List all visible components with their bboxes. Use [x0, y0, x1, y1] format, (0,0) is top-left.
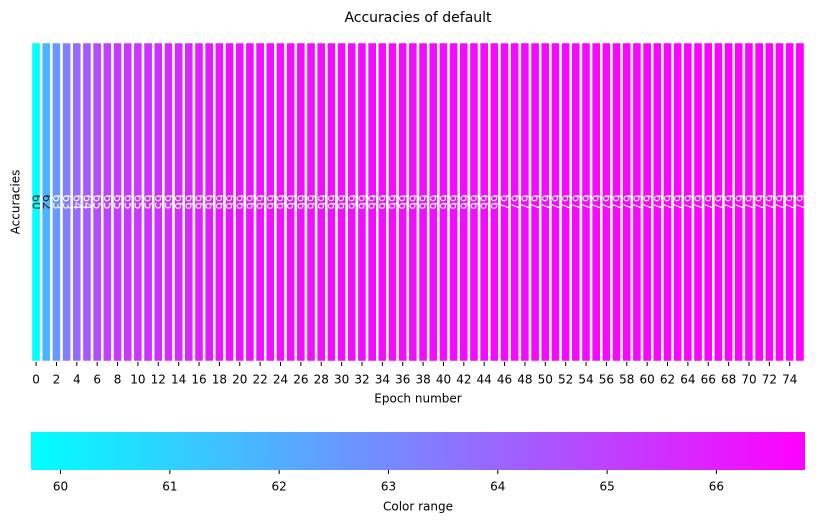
x-tick-label: 20 — [232, 373, 247, 387]
x-tick-label: 62 — [660, 373, 675, 387]
x-tick-label: 30 — [334, 373, 349, 387]
x-tick-label: 52 — [558, 373, 573, 387]
x-tick-label: 28 — [314, 373, 329, 387]
x-tick-label: 2 — [53, 373, 61, 387]
x-tick-label: 72 — [762, 373, 777, 387]
x-tick-label: 68 — [721, 373, 736, 387]
x-tick-label: 64 — [680, 373, 695, 387]
colorbar-tick-label: 63 — [381, 480, 396, 494]
x-tick-label: 36 — [395, 373, 410, 387]
x-tick-label: 48 — [517, 373, 532, 387]
x-tick-label: 74 — [782, 373, 797, 387]
colorbar-tick-label: 62 — [272, 480, 287, 494]
x-tick-label: 66 — [701, 373, 716, 387]
x-tick-label: 18 — [212, 373, 227, 387]
x-tick-label: 70 — [741, 373, 756, 387]
x-tick-label: 10 — [130, 373, 145, 387]
x-tick-label: 40 — [436, 373, 451, 387]
x-tick-label: 6 — [93, 373, 101, 387]
x-tick-label: 58 — [619, 373, 634, 387]
x-tick-label: 38 — [415, 373, 430, 387]
x-tick-label: 4 — [73, 373, 81, 387]
x-tick-label: 14 — [171, 373, 186, 387]
x-tick-label: 44 — [477, 373, 492, 387]
colorbar-tick-label: 65 — [599, 480, 614, 494]
colorbar-tick-label: 61 — [162, 480, 177, 494]
x-tick-label: 54 — [578, 373, 593, 387]
chart-title: Accuracies of default — [344, 10, 492, 26]
colorbar-tick-label: 64 — [490, 480, 505, 494]
value-label: 67 — [793, 194, 807, 209]
colorbar-label: Color range — [383, 500, 453, 514]
y-axis-label: Accuracies — [9, 170, 23, 235]
x-tick-label: 34 — [375, 373, 390, 387]
x-tick-label: 16 — [191, 373, 206, 387]
x-tick-label: 46 — [497, 373, 512, 387]
colorbar-tick-label: 60 — [53, 480, 68, 494]
x-tick-label: 60 — [640, 373, 655, 387]
x-tick-label: 24 — [273, 373, 288, 387]
x-tick-label: 42 — [456, 373, 471, 387]
x-tick-label: 8 — [114, 373, 122, 387]
x-tick-label: 22 — [253, 373, 268, 387]
x-tick-label: 56 — [599, 373, 614, 387]
heatmap-cell — [793, 40, 807, 364]
x-tick-label: 50 — [538, 373, 553, 387]
colorbar — [31, 432, 805, 470]
x-tick-label: 32 — [354, 373, 369, 387]
x-axis-label: Epoch number — [374, 392, 461, 406]
x-tick-label: 26 — [293, 373, 308, 387]
x-tick-label: 0 — [32, 373, 40, 387]
x-tick-label: 12 — [151, 373, 166, 387]
colorbar-tick-label: 66 — [709, 480, 724, 494]
